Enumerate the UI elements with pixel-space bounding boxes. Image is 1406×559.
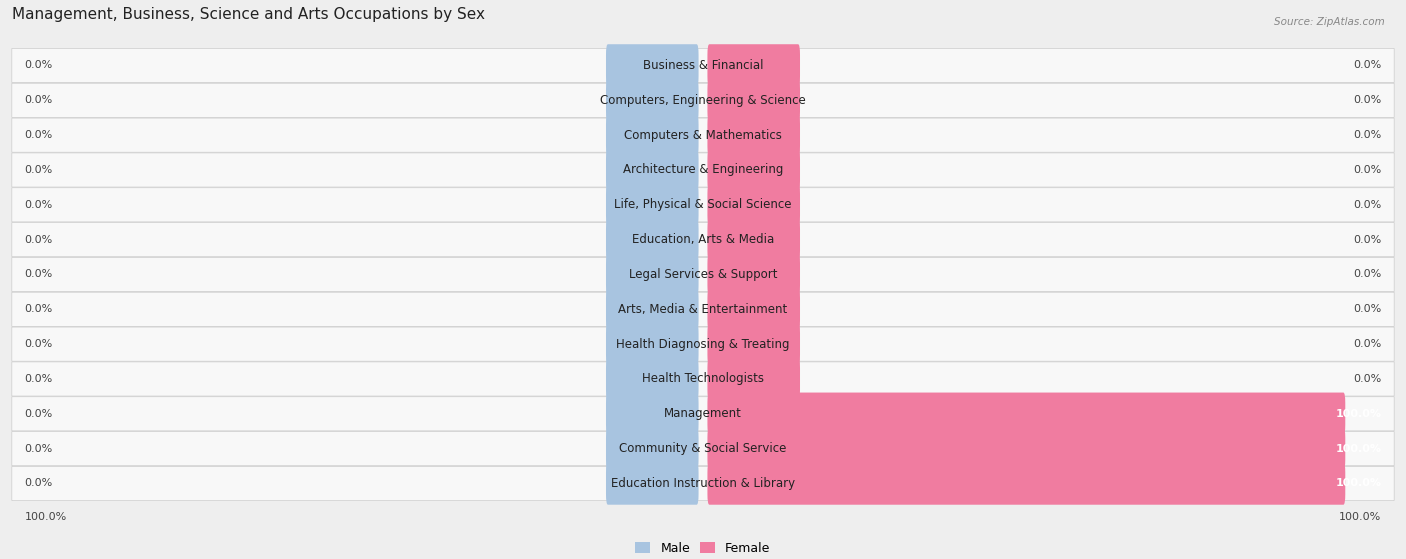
FancyBboxPatch shape [707, 323, 800, 366]
Text: 100.0%: 100.0% [1339, 511, 1382, 522]
Text: 0.0%: 0.0% [1353, 165, 1382, 175]
FancyBboxPatch shape [11, 83, 1395, 117]
Text: 0.0%: 0.0% [24, 479, 53, 489]
Text: 0.0%: 0.0% [24, 339, 53, 349]
FancyBboxPatch shape [707, 79, 800, 121]
FancyBboxPatch shape [707, 358, 800, 400]
Text: 0.0%: 0.0% [1353, 374, 1382, 384]
FancyBboxPatch shape [707, 114, 800, 157]
FancyBboxPatch shape [606, 219, 699, 261]
Text: Life, Physical & Social Science: Life, Physical & Social Science [614, 198, 792, 211]
FancyBboxPatch shape [606, 462, 699, 505]
Legend: Male, Female: Male, Female [630, 537, 776, 559]
Text: 0.0%: 0.0% [1353, 269, 1382, 280]
FancyBboxPatch shape [11, 118, 1395, 152]
FancyBboxPatch shape [606, 253, 699, 296]
FancyBboxPatch shape [11, 222, 1395, 257]
Text: 0.0%: 0.0% [24, 444, 53, 454]
FancyBboxPatch shape [11, 257, 1395, 292]
Text: 100.0%: 100.0% [24, 511, 67, 522]
FancyBboxPatch shape [606, 79, 699, 121]
FancyBboxPatch shape [707, 149, 800, 191]
Text: Business & Financial: Business & Financial [643, 59, 763, 72]
Text: Legal Services & Support: Legal Services & Support [628, 268, 778, 281]
FancyBboxPatch shape [707, 462, 1346, 505]
Text: 0.0%: 0.0% [24, 60, 53, 70]
FancyBboxPatch shape [11, 292, 1395, 326]
FancyBboxPatch shape [606, 114, 699, 157]
FancyBboxPatch shape [707, 219, 800, 261]
Text: Computers & Mathematics: Computers & Mathematics [624, 129, 782, 141]
FancyBboxPatch shape [707, 253, 800, 296]
Text: 100.0%: 100.0% [1336, 479, 1382, 489]
Text: 100.0%: 100.0% [1336, 409, 1382, 419]
Text: Architecture & Engineering: Architecture & Engineering [623, 163, 783, 177]
FancyBboxPatch shape [606, 323, 699, 366]
Text: 0.0%: 0.0% [1353, 339, 1382, 349]
Text: Source: ZipAtlas.com: Source: ZipAtlas.com [1274, 17, 1385, 27]
FancyBboxPatch shape [707, 428, 1346, 470]
Text: 100.0%: 100.0% [1336, 444, 1382, 454]
FancyBboxPatch shape [606, 149, 699, 191]
FancyBboxPatch shape [707, 183, 800, 226]
Text: 0.0%: 0.0% [24, 409, 53, 419]
FancyBboxPatch shape [11, 49, 1395, 83]
Text: 0.0%: 0.0% [1353, 200, 1382, 210]
FancyBboxPatch shape [11, 327, 1395, 361]
Text: Education, Arts & Media: Education, Arts & Media [631, 233, 775, 246]
FancyBboxPatch shape [11, 397, 1395, 431]
Text: 0.0%: 0.0% [1353, 235, 1382, 245]
FancyBboxPatch shape [11, 153, 1395, 187]
FancyBboxPatch shape [606, 183, 699, 226]
FancyBboxPatch shape [606, 428, 699, 470]
Text: Arts, Media & Entertainment: Arts, Media & Entertainment [619, 303, 787, 316]
FancyBboxPatch shape [707, 288, 800, 330]
Text: 0.0%: 0.0% [24, 200, 53, 210]
Text: 0.0%: 0.0% [1353, 304, 1382, 314]
Text: Management, Business, Science and Arts Occupations by Sex: Management, Business, Science and Arts O… [11, 7, 485, 22]
FancyBboxPatch shape [606, 392, 699, 435]
Text: Education Instruction & Library: Education Instruction & Library [612, 477, 794, 490]
FancyBboxPatch shape [707, 44, 800, 87]
Text: 0.0%: 0.0% [24, 235, 53, 245]
Text: 0.0%: 0.0% [24, 374, 53, 384]
FancyBboxPatch shape [11, 432, 1395, 466]
Text: 0.0%: 0.0% [24, 165, 53, 175]
Text: Community & Social Service: Community & Social Service [619, 442, 787, 455]
FancyBboxPatch shape [606, 358, 699, 400]
Text: Health Diagnosing & Treating: Health Diagnosing & Treating [616, 338, 790, 350]
Text: 0.0%: 0.0% [24, 304, 53, 314]
Text: 0.0%: 0.0% [1353, 96, 1382, 105]
Text: 0.0%: 0.0% [24, 269, 53, 280]
FancyBboxPatch shape [11, 466, 1395, 500]
Text: Computers, Engineering & Science: Computers, Engineering & Science [600, 94, 806, 107]
Text: 0.0%: 0.0% [24, 130, 53, 140]
FancyBboxPatch shape [606, 288, 699, 330]
FancyBboxPatch shape [11, 362, 1395, 396]
FancyBboxPatch shape [606, 44, 699, 87]
FancyBboxPatch shape [707, 392, 1346, 435]
Text: 0.0%: 0.0% [1353, 60, 1382, 70]
Text: Health Technologists: Health Technologists [643, 372, 763, 386]
Text: 0.0%: 0.0% [1353, 130, 1382, 140]
Text: Management: Management [664, 408, 742, 420]
FancyBboxPatch shape [11, 188, 1395, 222]
Text: 0.0%: 0.0% [24, 96, 53, 105]
